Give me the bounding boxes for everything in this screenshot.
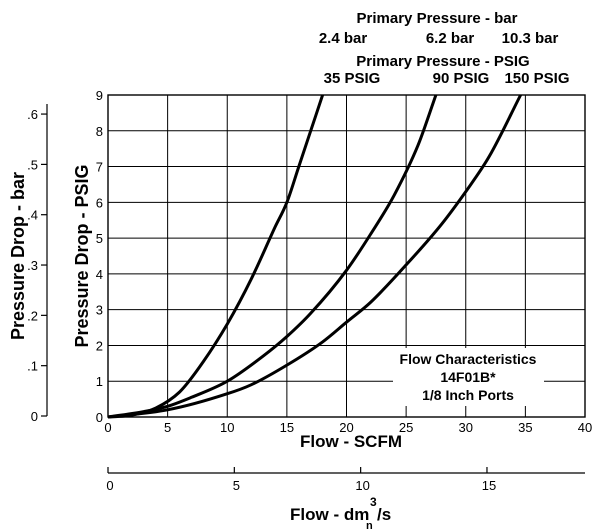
header-psig-label-mid: 90 PSIG	[433, 70, 490, 87]
plot-frame	[107, 94, 586, 418]
dm3-tick-label: 15	[482, 478, 496, 493]
y-tick-label: 6	[96, 195, 103, 210]
y-tick-label: 7	[96, 160, 103, 175]
header-bar-title: Primary Pressure - bar	[357, 10, 518, 27]
header-psig-label-low: 35 PSIG	[324, 70, 381, 87]
legend-line-3: 1/8 Inch Ports	[422, 387, 514, 403]
header-psig-title: Primary Pressure - PSIG	[356, 53, 529, 70]
header-psig-label-high: 150 PSIG	[504, 70, 569, 87]
x-tick-label: 0	[104, 420, 111, 435]
y-axis-title-psig: Pressure Drop - PSIG	[72, 164, 92, 347]
legend-line-2: 14F01B*	[440, 369, 496, 385]
y-tick-label: 2	[96, 338, 103, 353]
y-tick-label: 8	[96, 124, 103, 139]
y-tick-label: 5	[96, 231, 103, 246]
bar-tick-label: .6	[27, 107, 38, 122]
legend: Flow Characteristics 14F01B* 1/8 Inch Po…	[393, 348, 544, 406]
x-axis-title-dm3-sup: 3	[370, 495, 377, 509]
y-tick-label: 1	[96, 374, 103, 389]
x-axis-title-dm3-tail: /s	[377, 505, 391, 524]
dm3-tick-label: 5	[233, 478, 240, 493]
bar-tick-label: .2	[27, 308, 38, 323]
y-axis-title-bar: Pressure Drop - bar	[8, 172, 28, 340]
bar-tick-label: .1	[27, 359, 38, 374]
x-tick-label: 20	[339, 420, 353, 435]
y-tick-label: 3	[96, 303, 103, 318]
x-tick-label: 40	[578, 420, 592, 435]
series-line-3	[107, 94, 522, 419]
y-tick-label: 9	[96, 88, 103, 103]
x-tick-label: 30	[459, 420, 473, 435]
x-tick-label: 5	[164, 420, 171, 435]
x-tick-label: 15	[280, 420, 294, 435]
bar-tick-label: 0	[31, 409, 38, 424]
x-axis-title-dm3: Flow - dm 3 /s n	[290, 495, 391, 529]
header-bar-label-high: 10.3 bar	[502, 30, 559, 47]
legend-line-1: Flow Characteristics	[400, 351, 537, 367]
x-tick-label: 25	[399, 420, 413, 435]
x-axis-title-dm3-sub: n	[366, 520, 373, 529]
header-bar-label-mid: 6.2 bar	[426, 30, 475, 47]
bar-tick-label: .3	[27, 258, 38, 273]
series-line-1	[107, 94, 325, 419]
x-tick-label: 35	[518, 420, 532, 435]
dm3-tick-label: 0	[106, 478, 113, 493]
bar-tick-label: .5	[27, 157, 38, 172]
y-tick-label: 4	[96, 267, 103, 282]
x-tick-label: 10	[220, 420, 234, 435]
dm3-tick-label: 10	[355, 478, 369, 493]
bar-tick-label: .4	[27, 208, 38, 223]
series-line-2	[107, 94, 438, 419]
legend-background	[393, 348, 544, 406]
y-tick-label: 0	[96, 410, 103, 425]
x-axis-title-dm3-main: Flow - dm	[290, 505, 369, 524]
x-axis-title-scfm: Flow - SCFM	[300, 432, 402, 451]
header-bar-label-low: 2.4 bar	[319, 30, 368, 47]
